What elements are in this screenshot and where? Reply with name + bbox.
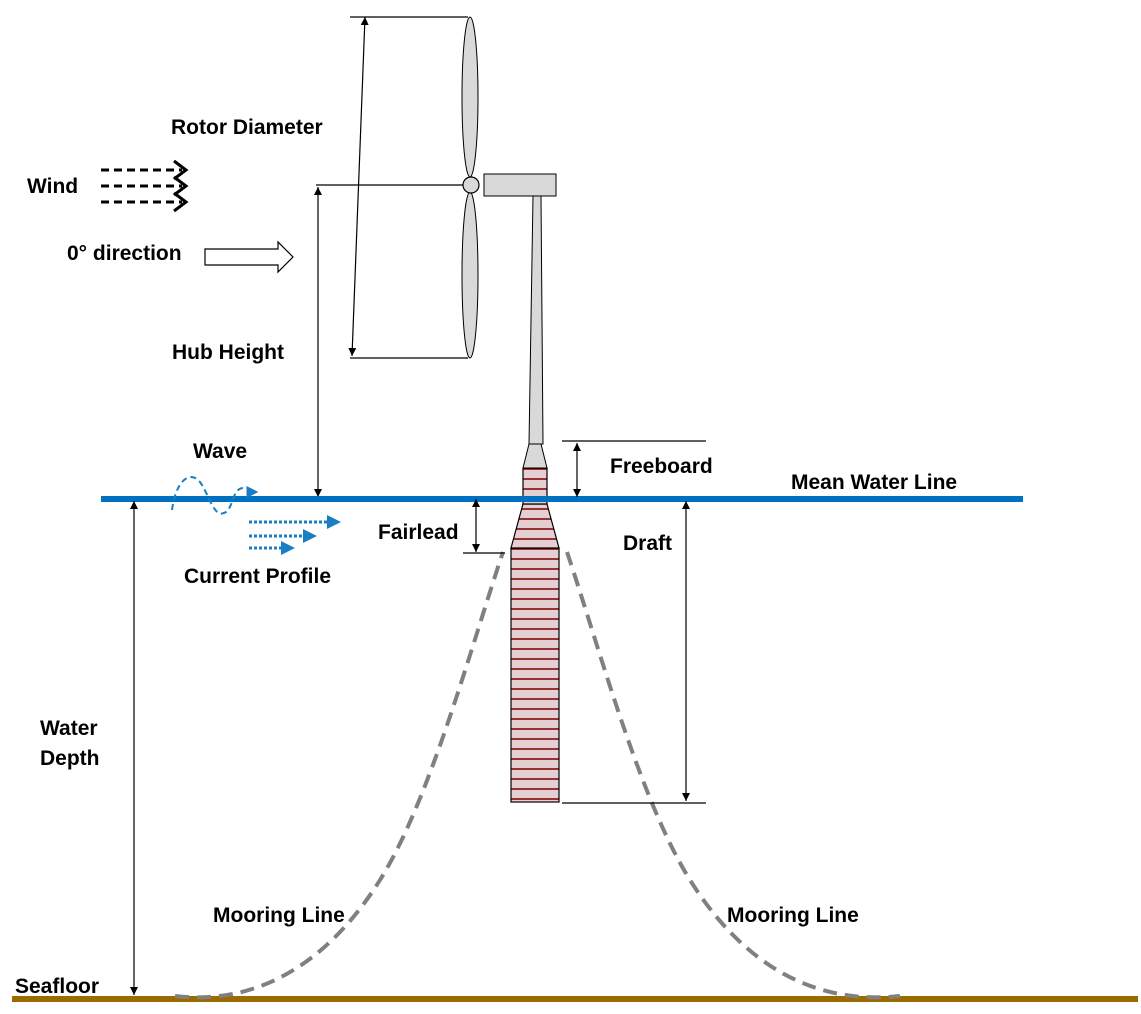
current-profile-arrows <box>249 520 330 550</box>
mooring-line-left <box>174 551 505 1000</box>
mooring-line-right-label: Mooring Line <box>727 904 859 927</box>
rotor-diameter-arrow <box>348 16 369 357</box>
wind-label: Wind <box>27 175 78 198</box>
direction-label: 0° direction <box>67 242 182 265</box>
wave-label: Wave <box>193 440 247 463</box>
current-profile-label: Current Profile <box>184 565 331 588</box>
hub-height-label: Hub Height <box>172 341 284 364</box>
current-arrowheads <box>281 515 341 555</box>
mooring-line-right <box>565 551 901 1000</box>
mean-water-line-label: Mean Water Line <box>791 471 957 494</box>
freeboard-label: Freeboard <box>610 455 713 478</box>
mooring-line-left-label: Mooring Line <box>213 904 345 927</box>
direction-arrow <box>204 240 294 274</box>
rotor-hub <box>462 176 480 194</box>
rotor-blade-upper <box>461 16 479 178</box>
water-depth-label-line1: Water <box>40 717 98 740</box>
seafloor-line <box>12 996 1138 1002</box>
rotor-diameter-label: Rotor Diameter <box>171 116 323 139</box>
mean-water-line <box>101 496 1023 502</box>
wind-arrows <box>101 159 189 213</box>
rotor-blade-lower <box>461 191 479 359</box>
draft-label: Draft <box>623 532 672 555</box>
nacelle <box>483 173 557 197</box>
spar-taper <box>510 503 560 549</box>
water-depth-label-line2: Depth <box>40 747 100 770</box>
seafloor-label: Seafloor <box>15 975 99 998</box>
tower <box>528 195 544 445</box>
wave-symbol <box>171 476 259 515</box>
spar-platform <box>510 443 560 803</box>
spar-column <box>510 547 560 803</box>
fairlead-label: Fairlead <box>378 521 459 544</box>
tower-base-transition <box>522 443 548 469</box>
